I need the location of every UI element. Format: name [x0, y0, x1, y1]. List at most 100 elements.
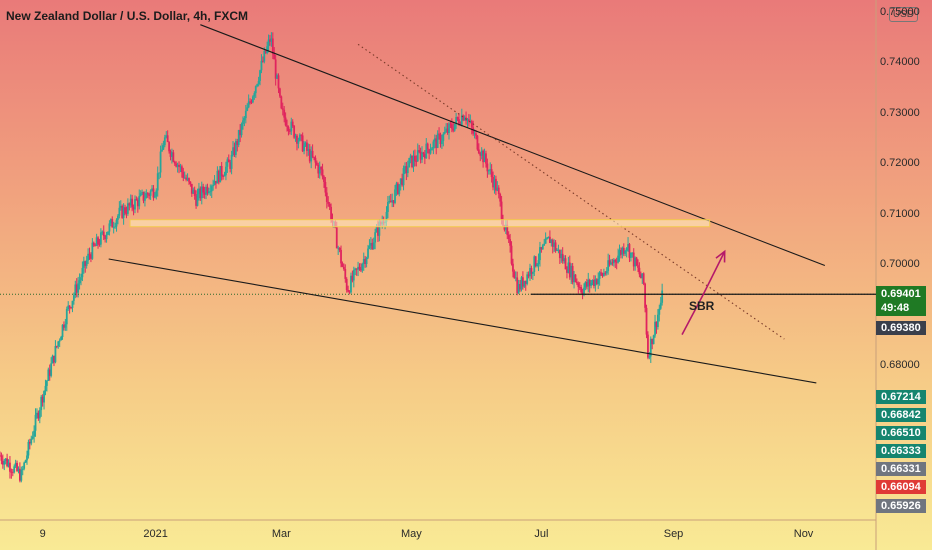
time-tick-label: Mar: [271, 528, 291, 540]
candle-body: [279, 88, 281, 97]
candle-body: [409, 155, 412, 158]
candle-body: [432, 141, 435, 149]
candle-body: [344, 269, 347, 279]
candle-body: [412, 155, 415, 167]
candle-body: [567, 262, 570, 273]
candle-body: [324, 181, 327, 193]
candle-body: [593, 279, 595, 286]
candle-body: [554, 242, 557, 251]
candle-body: [477, 149, 480, 154]
candle-body: [628, 244, 631, 258]
candle-body: [252, 96, 254, 103]
candle-body: [564, 258, 567, 270]
candle-body: [98, 244, 101, 245]
candle-body: [60, 337, 62, 341]
candle-body: [583, 287, 585, 295]
candle-body: [234, 141, 237, 155]
candle-body: [297, 140, 300, 144]
candle-body: [625, 247, 628, 251]
candle-body: [438, 133, 440, 135]
candle-body: [6, 458, 9, 467]
candle-body: [468, 119, 470, 122]
candle-body: [84, 261, 87, 266]
candle-body: [539, 247, 541, 261]
candle-body: [335, 227, 338, 249]
candle-body: [128, 203, 131, 206]
time-tick-label: Sep: [663, 528, 684, 540]
candle-body: [124, 207, 126, 214]
candle-body: [64, 324, 67, 328]
candle-body: [91, 242, 94, 259]
candle-body: [347, 290, 350, 292]
candle-body: [520, 277, 523, 290]
chart-title: New Zealand Dollar / U.S. Dollar, 4h, FX…: [6, 9, 249, 23]
candle-body: [82, 261, 85, 268]
candle-body: [308, 149, 311, 162]
candle-body: [314, 157, 317, 163]
candle-body: [482, 150, 485, 163]
candle-body: [239, 129, 242, 136]
candle-body: [509, 239, 512, 246]
candle-body: [352, 270, 355, 281]
candle-body: [458, 119, 460, 124]
candle-body: [449, 123, 452, 125]
candle-body: [233, 147, 236, 155]
candle-body: [563, 258, 566, 262]
candle-body: [661, 290, 664, 303]
candle-body: [291, 121, 294, 126]
candle-body: [48, 369, 51, 376]
candle-body: [61, 324, 64, 338]
candle-body: [499, 193, 502, 202]
candle-body: [7, 462, 10, 467]
candle-body: [443, 131, 446, 134]
candle-body: [632, 252, 635, 267]
candle-body: [11, 471, 14, 473]
candle-body: [645, 307, 648, 335]
candle-body: [311, 150, 314, 157]
candle-body: [607, 260, 610, 272]
candle-body: [0, 455, 1, 457]
candle-body: [450, 124, 453, 129]
candle-body: [225, 166, 227, 176]
candle-body: [28, 441, 31, 444]
candle-body: [317, 164, 320, 174]
candle-body: [27, 441, 30, 456]
candle-body: [480, 150, 483, 156]
candle-body: [104, 236, 107, 240]
candle-body: [548, 236, 551, 244]
candle-body: [615, 261, 618, 263]
candle-body: [620, 250, 622, 255]
candle-body: [67, 305, 70, 309]
price-badge: 0.65926: [876, 499, 926, 513]
candle-body: [533, 256, 536, 273]
candle-body: [190, 183, 193, 194]
currency-button[interactable]: USD: [888, 7, 918, 22]
candle-body: [571, 265, 574, 283]
candle-body: [74, 284, 77, 296]
candle-body: [179, 166, 182, 168]
candle-body: [34, 414, 37, 431]
candle-body: [213, 180, 216, 185]
candle-body: [486, 163, 489, 172]
candle-body: [242, 120, 244, 124]
candle-body: [26, 455, 28, 461]
candle-body: [264, 50, 267, 54]
candle-body: [604, 272, 607, 274]
candle-body: [591, 279, 594, 283]
candle-body: [648, 356, 651, 358]
candle-body: [529, 268, 531, 277]
candle-body: [37, 412, 40, 419]
candle-body: [152, 188, 155, 198]
candle-body: [584, 282, 587, 288]
candle-body: [540, 247, 543, 250]
candle-body: [372, 242, 375, 249]
candle-body: [196, 194, 199, 206]
candle-body: [588, 279, 591, 286]
candle-body: [568, 262, 571, 278]
candle-body: [288, 130, 291, 132]
candle-body: [614, 259, 617, 262]
candle-body: [446, 128, 449, 133]
candle-body: [624, 250, 627, 254]
